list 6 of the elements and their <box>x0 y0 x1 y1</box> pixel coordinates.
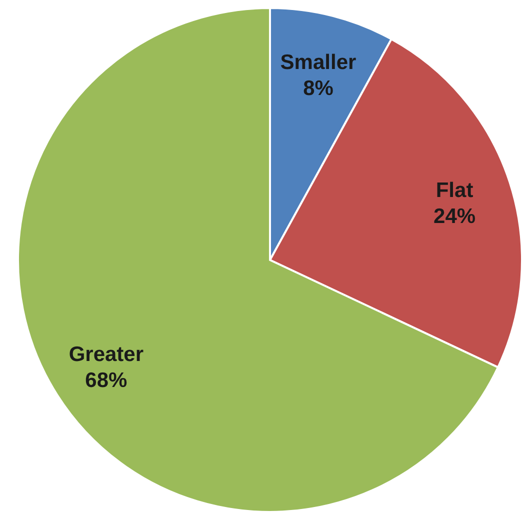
data-label: 8% <box>303 77 334 100</box>
slice-label: Flat <box>436 178 474 202</box>
slice-label: Smaller <box>280 50 356 74</box>
slice-label: Greater <box>68 342 144 366</box>
data-label: 24% <box>434 205 476 228</box>
data-label: 68% <box>85 369 128 392</box>
